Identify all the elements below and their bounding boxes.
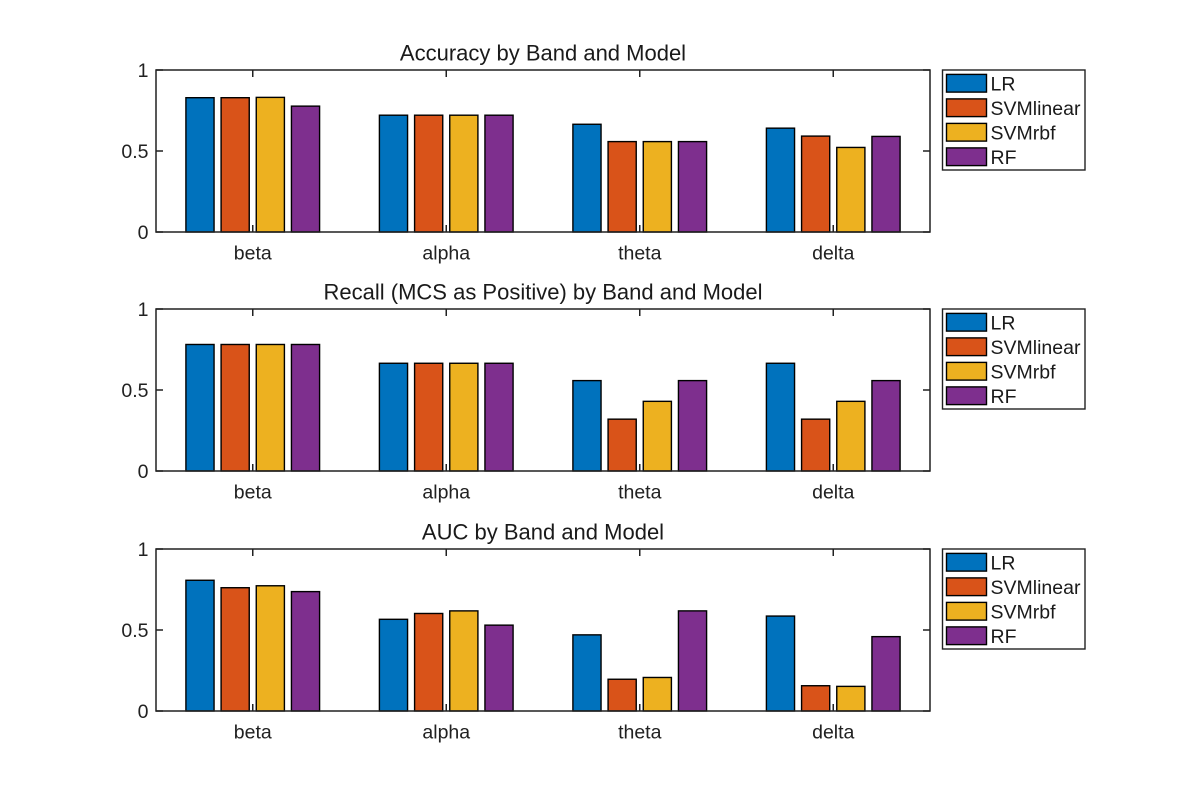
svg-text:SVMrbf: SVMrbf xyxy=(991,361,1057,383)
svg-text:SVMrbf: SVMrbf xyxy=(991,122,1057,144)
svg-text:theta: theta xyxy=(618,243,662,265)
svg-text:0: 0 xyxy=(138,222,149,244)
svg-text:alpha: alpha xyxy=(422,722,470,744)
svg-text:1: 1 xyxy=(138,539,149,561)
svg-text:beta: beta xyxy=(234,243,272,265)
svg-text:0.5: 0.5 xyxy=(121,141,148,163)
svg-text:theta: theta xyxy=(618,482,662,504)
svg-text:delta: delta xyxy=(812,482,854,504)
svg-text:alpha: alpha xyxy=(422,482,470,504)
svg-text:RF: RF xyxy=(991,386,1017,408)
svg-text:0.5: 0.5 xyxy=(121,380,148,402)
svg-text:Accuracy by Band and Model: Accuracy by Band and Model xyxy=(400,41,686,66)
svg-text:SVMlinear: SVMlinear xyxy=(991,98,1081,120)
svg-text:LR: LR xyxy=(991,312,1016,334)
svg-text:RF: RF xyxy=(991,147,1017,169)
svg-text:LR: LR xyxy=(991,73,1016,95)
svg-text:0: 0 xyxy=(138,461,149,483)
svg-text:SVMrbf: SVMrbf xyxy=(991,601,1057,623)
svg-text:1: 1 xyxy=(138,299,149,321)
svg-text:RF: RF xyxy=(991,626,1017,648)
svg-text:1: 1 xyxy=(138,60,149,82)
svg-text:0.5: 0.5 xyxy=(121,620,148,642)
svg-text:SVMlinear: SVMlinear xyxy=(991,577,1081,599)
svg-text:Recall (MCS as Positive) by Ba: Recall (MCS as Positive) by Band and Mod… xyxy=(324,280,763,305)
svg-text:AUC by Band and Model: AUC by Band and Model xyxy=(422,520,664,545)
svg-text:delta: delta xyxy=(812,243,854,265)
svg-text:theta: theta xyxy=(618,722,662,744)
svg-text:beta: beta xyxy=(234,482,272,504)
svg-text:alpha: alpha xyxy=(422,243,470,265)
svg-text:beta: beta xyxy=(234,722,272,744)
svg-text:SVMlinear: SVMlinear xyxy=(991,337,1081,359)
svg-text:LR: LR xyxy=(991,552,1016,574)
svg-text:0: 0 xyxy=(138,701,149,723)
svg-text:delta: delta xyxy=(812,722,854,744)
